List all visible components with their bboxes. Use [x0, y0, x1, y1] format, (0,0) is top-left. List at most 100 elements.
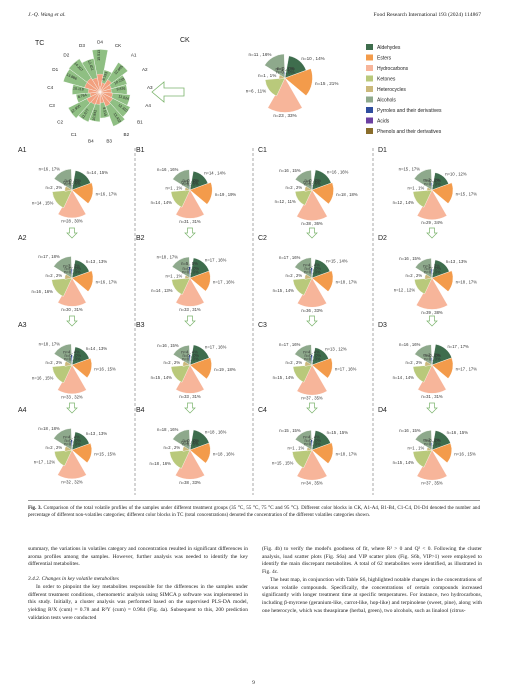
tc-segment-label: B4: [88, 139, 94, 144]
petal-label: n=4 , 4%: [63, 349, 80, 354]
tc-value-label: 13.402: [112, 112, 121, 123]
petal: [413, 168, 433, 191]
petal-label: n=0 , 0%: [424, 181, 441, 186]
petal-label: n=13 , 13%: [446, 259, 468, 264]
panel-label: C3: [258, 322, 267, 329]
tc-segment-label: B3: [106, 139, 112, 144]
petal-label: n=2 , 2%: [405, 273, 422, 278]
petal: [430, 268, 433, 279]
page-number: 9: [252, 680, 255, 686]
petal-label: n=0 , 0%: [424, 269, 441, 274]
separator: [28, 500, 480, 501]
petal-label: n=1 , 1%: [63, 179, 80, 184]
petal: [416, 277, 448, 310]
petal-label: n=0 , 0%: [304, 269, 321, 274]
petal: [57, 364, 87, 394]
petal-label: n=1 , 1%: [258, 73, 276, 78]
running-author: J.-Q. Wang et al.: [28, 12, 66, 18]
petal: [189, 444, 191, 451]
petal: [310, 267, 313, 279]
petal-label: n=16 , 17%: [39, 167, 61, 172]
petal-label: n=0 , 0%: [276, 69, 294, 74]
down-arrow: [66, 227, 78, 239]
down-arrow: [426, 227, 438, 239]
petal: [311, 184, 313, 191]
legend-swatch: [366, 117, 373, 124]
petal: [284, 68, 313, 96]
petal-label: n=14 , 14%: [393, 375, 415, 380]
petal: [431, 442, 452, 463]
petal-label: n=29 , 34%: [421, 220, 443, 225]
petal-label: n=18 , 17%: [39, 342, 61, 347]
legend-swatch: [366, 86, 373, 92]
petal-label: n=16 , 16%: [32, 289, 54, 294]
tc-segment-label: D2: [63, 53, 69, 58]
arrow: [151, 81, 185, 103]
tc-value-label: 12.665: [113, 65, 123, 76]
petal: [294, 170, 313, 191]
petal-label: n=39 , 38%: [421, 310, 443, 315]
petal: [54, 449, 73, 467]
tc-segment-label: D1: [52, 67, 58, 72]
legend-label: Esters: [377, 55, 392, 61]
petal-label: n=1 , 1%: [181, 179, 198, 184]
legend-label: Pyrroles and their derivatives: [377, 108, 442, 114]
tc-segment-label: C2: [57, 120, 63, 125]
tc-title: TC: [35, 40, 44, 47]
petal-label: n=11 , 16%: [248, 52, 271, 57]
petal-label: n=38 , 33%: [179, 480, 201, 485]
petal: [430, 357, 433, 366]
petal-label: n=17 , 17%: [447, 344, 469, 349]
paragraph: In order to pinpoint the key metabolites…: [28, 583, 248, 621]
petal-label: n=2 , 2%: [285, 360, 302, 365]
panel-label: D1: [378, 147, 387, 154]
petal-label: n=4 , 4%: [181, 349, 198, 354]
petal-label: n=0 , 0%: [64, 181, 81, 186]
tc-segment-label: D4: [97, 40, 103, 45]
petal-label: n=15 , 14%: [273, 288, 295, 293]
petal-label: n=16 , 17%: [96, 192, 118, 197]
petal-label: n=14 , 14%: [151, 200, 173, 205]
down-arrow: [184, 402, 196, 414]
petal-label: n=10 , 14%: [301, 56, 324, 61]
tc-segment: [91, 49, 109, 93]
petal-label: n=0 , 0%: [304, 266, 321, 271]
petal-label: n=0 , 0%: [304, 441, 321, 446]
legend-swatch: [366, 65, 373, 71]
petal-label: n=0 , 0%: [182, 178, 199, 183]
petal-label: n=0 , 0%: [424, 356, 441, 361]
petal: [414, 430, 433, 451]
petal-label: n=16 , 15%: [399, 428, 421, 433]
petal: [71, 357, 92, 378]
petal-label: n=17 , 16%: [205, 258, 227, 263]
petal-label: n=2 , 2%: [45, 360, 62, 365]
petal: [292, 277, 313, 296]
petal: [70, 354, 73, 366]
petal-label: n=0 , 0%: [304, 181, 321, 186]
panel-label: B3: [136, 322, 145, 329]
petal-label: n=18 , 16%: [213, 452, 235, 457]
down-arrow: [184, 227, 196, 239]
petal-label: n=19 , 18%: [214, 367, 236, 372]
petal: [57, 449, 87, 479]
tc-segment-inner: [92, 77, 101, 93]
panel-label: B4: [136, 407, 145, 414]
petal-label: n=4 , 4%: [303, 434, 320, 439]
petal-label: n=0 , 0%: [304, 356, 321, 361]
petal-label: n=37 , 35%: [301, 396, 323, 401]
petal: [57, 189, 87, 219]
legend-swatch: [366, 54, 373, 61]
petal-label: n=3 , 3%: [63, 264, 80, 269]
petal-label: n=0 , 0%: [64, 266, 81, 271]
petal-label: n=12 , 11%: [275, 199, 296, 204]
tc-value-label: 8.764: [77, 93, 87, 99]
panel-label: A2: [18, 235, 27, 242]
left-column: summary, the variations in volatiles cat…: [28, 546, 248, 622]
petal: [189, 270, 211, 292]
petal: [53, 256, 73, 279]
petal-label: n=15 , 15%: [279, 428, 301, 433]
petal-label: n=0 , 0%: [64, 441, 81, 446]
petal: [189, 182, 213, 205]
right-column: (Fig. 4b) to verify the model's goodness…: [262, 546, 482, 615]
petal-label: n=32 , 32%: [61, 479, 83, 484]
